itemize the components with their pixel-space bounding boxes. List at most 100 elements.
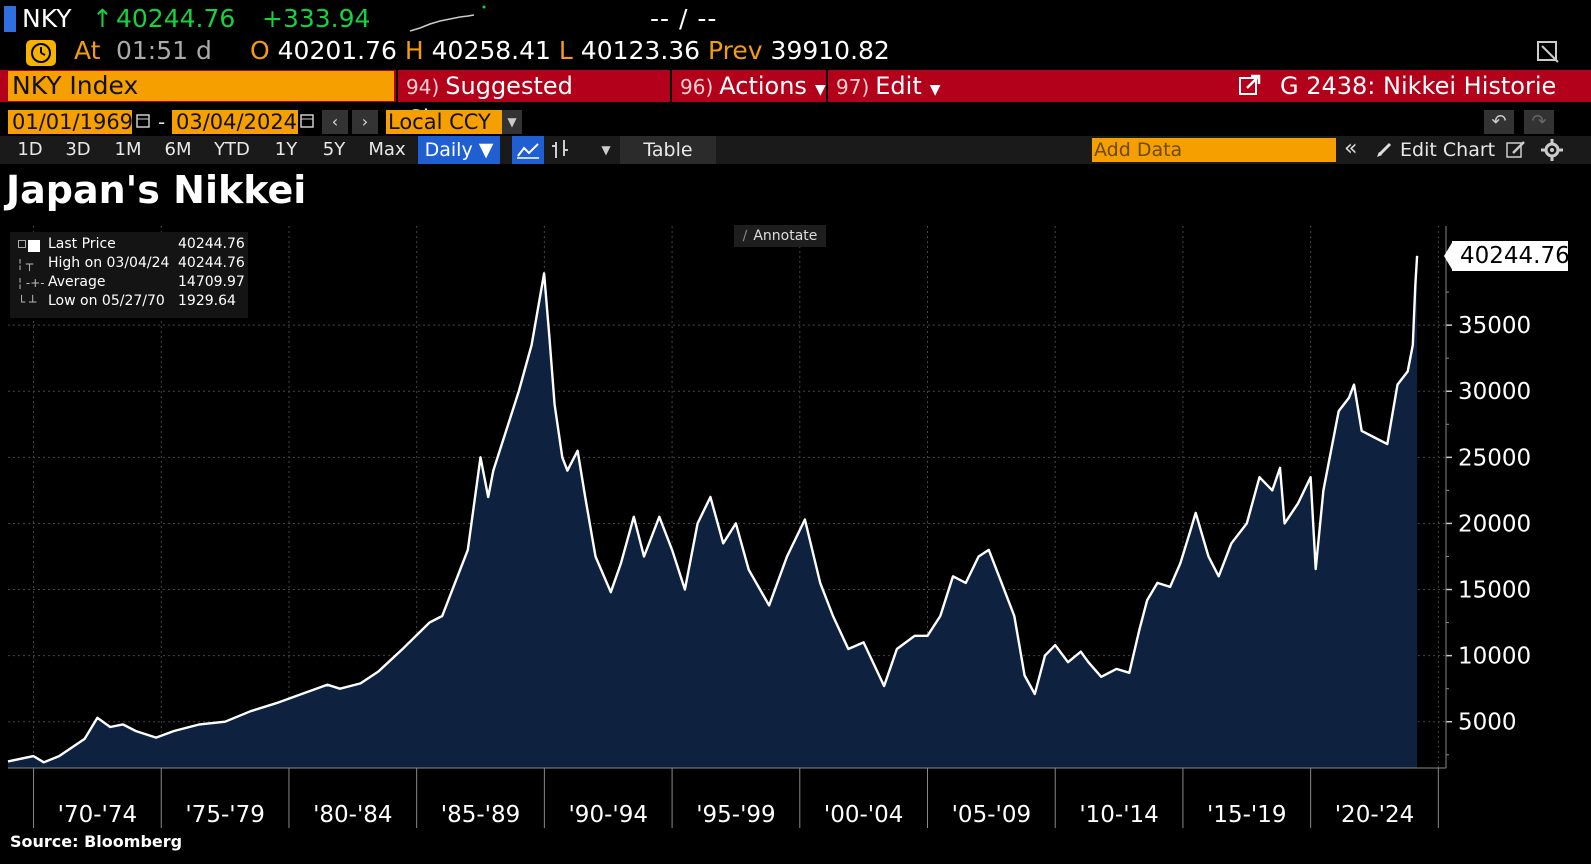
range-1y[interactable]: 1Y bbox=[274, 139, 298, 160]
net-change: +333.94 bbox=[262, 4, 371, 33]
legend-row-average: ¦ -+- Average 14709.97 bbox=[10, 274, 248, 293]
x-axis: '70-'74 '75-'79 '80-'84 '85-'89 '90-'94 '95-'… bbox=[8, 767, 1446, 828]
range-1d[interactable]: 1D bbox=[17, 139, 43, 160]
gear-icon[interactable] bbox=[1540, 138, 1564, 162]
bid-ask: -- / -- bbox=[650, 4, 718, 33]
next-period-button[interactable]: › bbox=[352, 110, 378, 134]
calendar-icon[interactable] bbox=[136, 112, 152, 132]
annotate-button[interactable]: ∕ Annotate bbox=[734, 225, 826, 247]
high-label: H bbox=[404, 36, 424, 65]
prev-period-button[interactable]: ‹ bbox=[322, 110, 348, 134]
annotate-label: Annotate bbox=[753, 228, 818, 244]
add-data-input[interactable] bbox=[1092, 138, 1336, 162]
actions-menu[interactable]: 96) Actions ▼ bbox=[670, 70, 826, 102]
legend-value: 40244.76 bbox=[178, 236, 245, 252]
expand-window-icon[interactable] bbox=[1536, 40, 1560, 64]
delayed-clock-icon bbox=[26, 40, 56, 66]
quote-time: 01:51 d bbox=[116, 36, 212, 65]
frequency-select[interactable]: Daily ▼ bbox=[418, 136, 500, 164]
range-3d[interactable]: 3D bbox=[65, 139, 91, 160]
security-color-marker bbox=[4, 6, 16, 32]
legend[interactable]: Last Price 40244.76 ¦ ┬ High on 03/04/24… bbox=[10, 232, 248, 318]
edit-chart-button[interactable]: Edit Chart bbox=[1376, 136, 1495, 164]
at-label: At bbox=[74, 36, 101, 65]
line-chart-icon[interactable] bbox=[512, 136, 544, 164]
average-marker-icon: ¦ -+- bbox=[18, 276, 45, 290]
ticker-symbol: NKY bbox=[22, 4, 72, 33]
legend-row-low: └ ┴ Low on 05/27/70 1929.64 bbox=[10, 293, 248, 312]
x-tick-label: '70-'74 bbox=[58, 802, 137, 828]
edit-num: 97) bbox=[836, 75, 870, 99]
chevron-down-icon: ▼ bbox=[929, 82, 941, 98]
security-field[interactable]: NKY Index bbox=[8, 71, 394, 101]
legend-label: Average bbox=[48, 274, 106, 290]
start-date-field[interactable]: 01/01/1969 bbox=[8, 110, 133, 134]
page-title: G 2438: Nikkei Historie bbox=[1280, 72, 1557, 100]
high-value: 40258.41 bbox=[431, 36, 551, 65]
low-label: L bbox=[558, 36, 573, 65]
x-tick-label: '05-'09 bbox=[952, 802, 1031, 828]
x-tick-label: '90-'94 bbox=[568, 802, 647, 828]
edit-label: Edit bbox=[875, 72, 922, 100]
annotate-tool-icon[interactable] bbox=[1504, 138, 1528, 162]
y-tick-label: 35000 bbox=[1458, 313, 1531, 339]
range-max[interactable]: Max bbox=[368, 139, 406, 160]
currency-select[interactable]: Local CCY bbox=[386, 110, 502, 134]
y-tick-label: 20000 bbox=[1458, 511, 1531, 537]
y-tick-label: 25000 bbox=[1458, 445, 1531, 471]
last-price-tag: 40244.76 bbox=[1452, 240, 1570, 271]
x-tick-label: '15-'19 bbox=[1207, 802, 1286, 828]
legend-label: Low on 05/27/70 bbox=[48, 293, 165, 309]
date-separator: - bbox=[158, 110, 166, 134]
pencil-icon bbox=[1377, 142, 1392, 157]
x-tick-label: '80-'84 bbox=[313, 802, 392, 828]
high-marker-icon: ¦ ┬ bbox=[18, 257, 34, 271]
y-tick-label: 10000 bbox=[1458, 644, 1531, 670]
legend-row-last-price: Last Price 40244.76 bbox=[10, 236, 248, 255]
chevron-down-icon[interactable]: ▼ bbox=[502, 110, 522, 134]
range-6m[interactable]: 6M bbox=[164, 139, 192, 160]
chart-title: Japan's Nikkei bbox=[6, 168, 307, 212]
table-button[interactable]: Table bbox=[620, 136, 716, 164]
y-tick-label: 30000 bbox=[1458, 379, 1531, 405]
end-date-field[interactable]: 03/04/2024 bbox=[172, 110, 298, 134]
pencil-icon: ∕ bbox=[742, 228, 748, 244]
legend-label: High on 03/04/24 bbox=[48, 255, 170, 271]
prev-label: Prev bbox=[708, 36, 763, 65]
open-label: O bbox=[250, 36, 270, 65]
x-tick-label: '95-'99 bbox=[696, 802, 775, 828]
legend-label: Last Price bbox=[48, 236, 116, 252]
undo-icon[interactable]: ↶ bbox=[1484, 110, 1514, 134]
edit-chart-label: Edit Chart bbox=[1400, 139, 1496, 161]
range-5y[interactable]: 5Y bbox=[322, 139, 346, 160]
prev-value: 39910.82 bbox=[770, 36, 890, 65]
bar-chart-icon[interactable] bbox=[548, 136, 574, 164]
actions-num: 96) bbox=[680, 75, 714, 99]
y-tick-label: 5000 bbox=[1458, 710, 1517, 736]
open-value: 40201.76 bbox=[277, 36, 397, 65]
range-1m[interactable]: 1M bbox=[114, 139, 142, 160]
external-link-icon[interactable] bbox=[1238, 74, 1262, 98]
x-tick-label: '85-'89 bbox=[441, 802, 520, 828]
y-axis: 5000 10000 15000 20000 25000 30000 35000 bbox=[1445, 226, 1531, 768]
ohlc-line: O 40201.76 H 40258.41 L 40123.36 Prev 39… bbox=[250, 36, 890, 65]
collapse-icon[interactable]: « bbox=[1344, 136, 1358, 161]
last-price: 40244.76 bbox=[116, 4, 236, 33]
redo-icon[interactable]: ↷ bbox=[1524, 110, 1554, 134]
calendar-icon[interactable] bbox=[300, 112, 316, 132]
x-tick-label: '00-'04 bbox=[824, 802, 903, 828]
low-value: 40123.36 bbox=[580, 36, 701, 65]
price-tag-pointer bbox=[1444, 240, 1453, 271]
x-tick-label: '10-'14 bbox=[1079, 802, 1158, 828]
chevron-down-icon: ▼ bbox=[814, 82, 826, 98]
range-ytd[interactable]: YTD bbox=[214, 139, 250, 160]
intraday-sparkline bbox=[410, 5, 486, 32]
edit-menu[interactable]: 97) Edit ▼ bbox=[826, 70, 944, 102]
actions-label: Actions bbox=[719, 72, 807, 100]
legend-row-high: ¦ ┬ High on 03/04/24 40244.76 bbox=[10, 255, 248, 274]
low-marker-icon: └ ┴ bbox=[18, 295, 37, 309]
x-tick-label: '20-'24 bbox=[1335, 802, 1414, 828]
legend-value: 14709.97 bbox=[178, 274, 245, 290]
chevron-down-icon[interactable]: ▼ bbox=[601, 143, 611, 157]
